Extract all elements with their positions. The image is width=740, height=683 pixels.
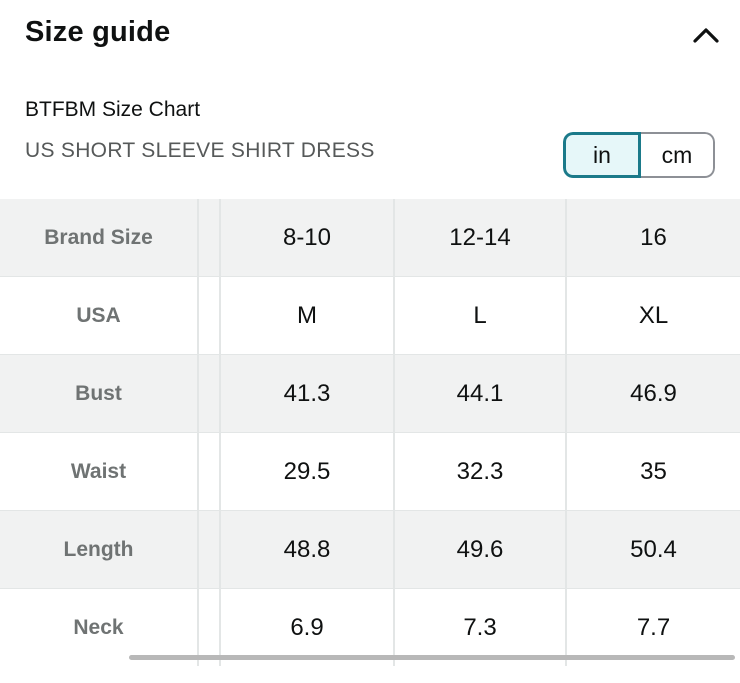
unit-cm-button[interactable]: cm — [641, 132, 715, 178]
table-cell: 7.3 — [394, 588, 567, 666]
table-cell: 12-14 — [394, 199, 567, 277]
table-row: Length 48.8 49.6 50.4 — [0, 510, 740, 589]
table-cell: 6.9 — [220, 588, 395, 666]
table-cell: 29.5 — [220, 432, 395, 511]
page-title: Size guide — [25, 16, 171, 48]
table-cell: 7.7 — [566, 588, 740, 666]
table-cell: 48.8 — [220, 510, 395, 589]
table-cell: 46.9 — [566, 354, 740, 433]
table-cell: 44.1 — [394, 354, 567, 433]
table-cell: 8-10 — [220, 199, 395, 277]
table-row: USA M L XL — [0, 276, 740, 355]
table-cell: 16 — [566, 199, 740, 277]
column-divider — [198, 199, 221, 277]
table-cell: 50.4 — [566, 510, 740, 589]
table-cell: L — [394, 276, 567, 355]
table-cell: 41.3 — [220, 354, 395, 433]
unit-in-button[interactable]: in — [563, 132, 641, 178]
row-label: Length — [0, 510, 199, 589]
row-label: Waist — [0, 432, 199, 511]
horizontal-scrollbar[interactable] — [129, 655, 735, 660]
chevron-up-icon — [693, 27, 719, 48]
row-label: Neck — [0, 588, 199, 666]
row-label: Bust — [0, 354, 199, 433]
column-divider — [198, 354, 221, 433]
column-divider — [198, 432, 221, 511]
size-guide-header: Size guide — [0, 0, 740, 72]
size-table: Brand Size 8-10 12-14 16 USA M L XL Bust… — [0, 199, 740, 666]
table-cell: 35 — [566, 432, 740, 511]
column-divider — [198, 510, 221, 589]
table-row: Bust 41.3 44.1 46.9 — [0, 354, 740, 433]
column-divider — [198, 276, 221, 355]
table-cell: XL — [566, 276, 740, 355]
column-divider — [198, 588, 221, 666]
table-cell: 49.6 — [394, 510, 567, 589]
table-cell: M — [220, 276, 395, 355]
table-cell: 32.3 — [394, 432, 567, 511]
brand-size-chart-label: BTFBM Size Chart — [25, 98, 201, 121]
garment-type-subtitle: US SHORT SLEEVE SHIRT DRESS — [25, 139, 375, 162]
table-row: Neck 6.9 7.3 7.7 — [0, 588, 740, 666]
table-row: Waist 29.5 32.3 35 — [0, 432, 740, 511]
row-label: Brand Size — [0, 199, 199, 277]
unit-toggle: in cm — [563, 132, 715, 178]
row-label: USA — [0, 276, 199, 355]
collapse-button[interactable] — [686, 20, 726, 54]
table-row: Brand Size 8-10 12-14 16 — [0, 199, 740, 277]
